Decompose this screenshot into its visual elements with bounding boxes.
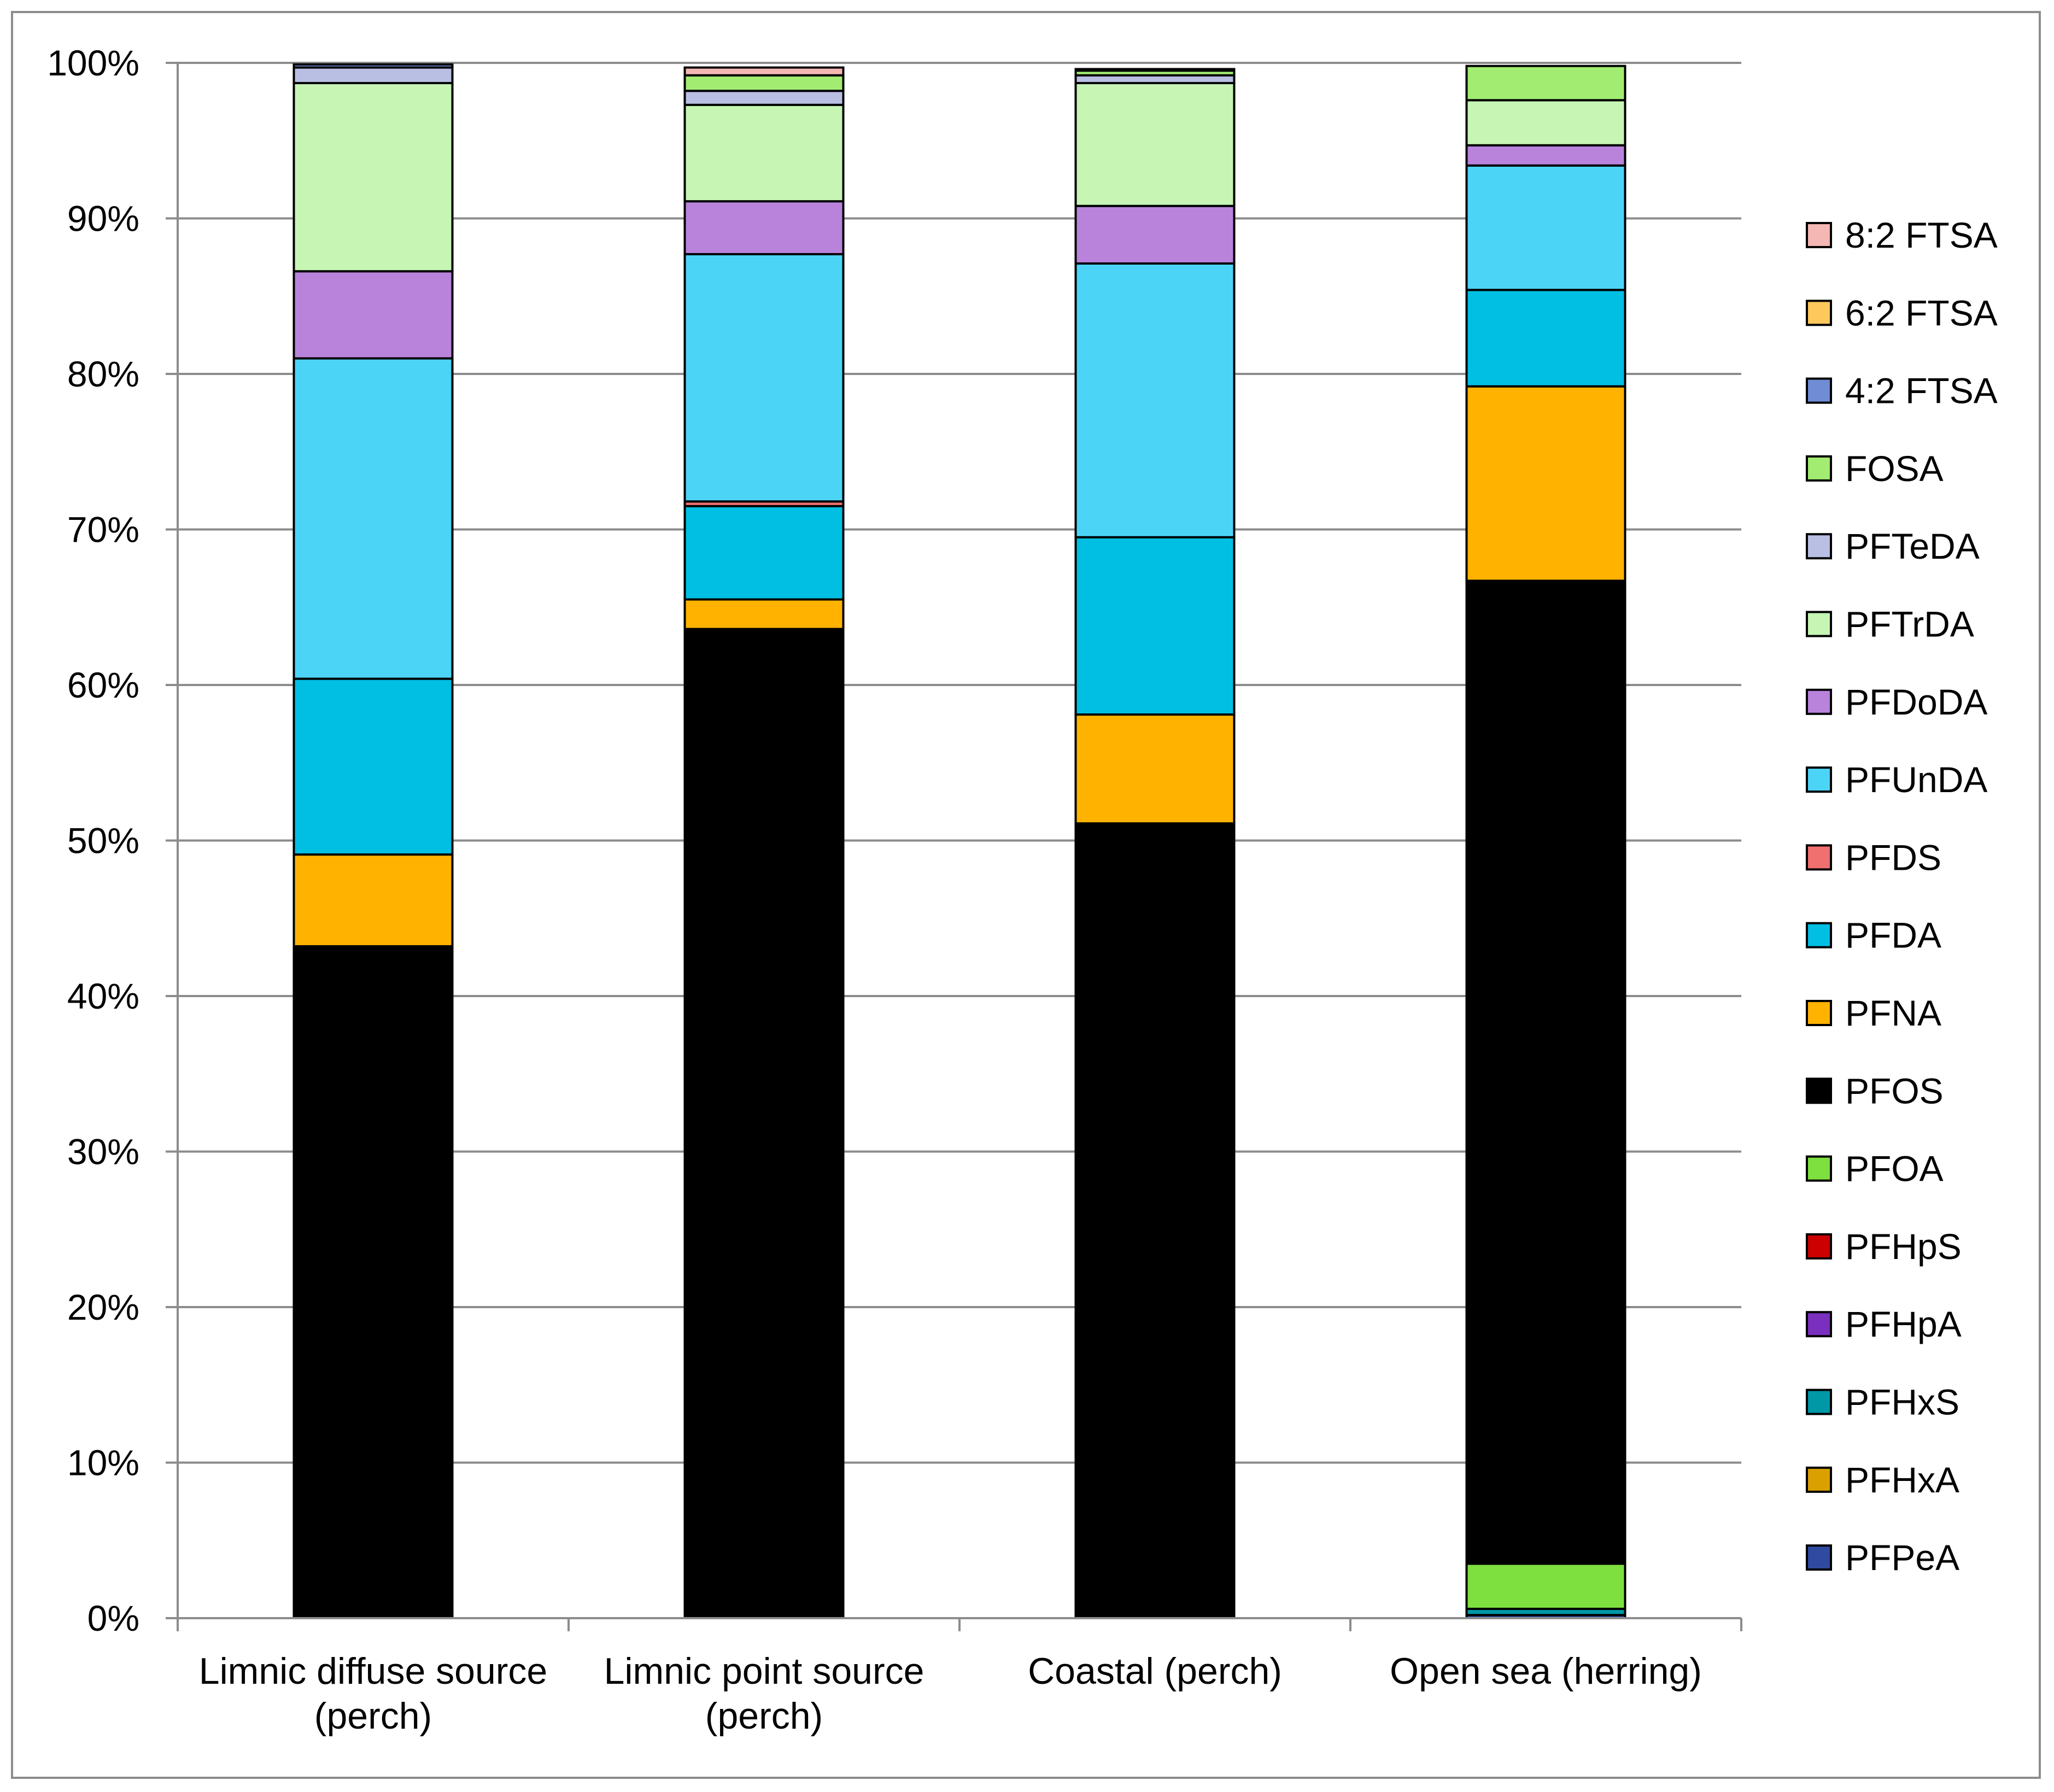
legend-label: 6:2 FTSA [1845,292,1998,333]
bar-segment-pfoa [1465,1562,1626,1610]
bar-segment-fosa [683,74,845,92]
bar-segment-pfos [1465,579,1626,1565]
bar-segment-pfna [683,598,845,630]
x-category-label: (perch) [705,1695,823,1737]
y-tick-label: 30% [67,1132,139,1172]
bar-segment-pfunda [683,253,845,503]
bar-segment-pfunda [292,357,454,680]
bar-segment-fosa [1465,65,1626,102]
bar-segment-pfos [292,945,454,1619]
x-category-label: Open sea (herring) [1390,1650,1702,1692]
bars [292,63,1626,1620]
y-tick-label: 80% [67,354,139,394]
bar-segment-pfos [683,628,845,1619]
legend-swatch [1806,611,1832,637]
legend-swatch [1806,1000,1832,1026]
legend-label: PFNA [1845,993,1941,1033]
legend-label: PFDS [1845,837,1941,877]
y-tick-label: 90% [67,198,139,239]
x-category-label: Limnic diffuse source [199,1650,548,1692]
bar-segment-pfda [292,677,454,856]
legend-swatch [1806,455,1832,482]
bar-segment-pfda [1465,289,1626,388]
bar-segment-pfunda [1465,164,1626,291]
legend-label: PFOS [1845,1070,1944,1111]
y-tick-label: 100% [47,43,139,83]
legend-label: PFOA [1845,1149,1944,1189]
legend-swatch [1806,1311,1832,1338]
bar-segment-pfteda [683,90,845,106]
x-category-label: Limnic point source [604,1650,924,1692]
bar-segment-pfda [1074,536,1236,716]
y-tick-label: 40% [67,976,139,1016]
bar-segment-pfdoda [1074,204,1236,265]
legend-swatch [1806,533,1832,560]
bar-segment-pfdoda [292,270,454,360]
legend-label: PFPeA [1845,1537,1959,1578]
bar-segment-pfunda [1074,262,1236,538]
legend-swatch [1806,766,1832,793]
bar-segment-pftrda [1465,99,1626,147]
legend-swatch [1806,222,1832,248]
bar-segment-pfna [292,853,454,947]
bar-segment-4-2-ftsa [292,63,454,69]
legend-swatch [1806,300,1832,326]
legend-swatch [1806,1466,1832,1493]
legend-label: FOSA [1845,448,1944,489]
y-tick-label: 10% [67,1443,139,1483]
axes: 0% 10% 20% 30% 40% 50% 60% 70% 80% 90% 100% Limnic … [47,43,1742,1737]
legend-label: PFHxS [1845,1382,1959,1422]
legend-swatch [1806,922,1832,948]
legend-swatch [1806,377,1832,404]
legend-swatch [1806,1233,1832,1260]
bar-segment-pfdoda [683,200,845,255]
bar-segment-pfna [1074,713,1236,825]
legend-swatch [1806,1077,1832,1104]
bar-segment-pfteda [292,66,454,84]
bar-segment-8-2-ftsa [683,66,845,77]
y-tick-label: 70% [67,510,139,550]
legend-label: PFDA [1845,915,1941,956]
legend-swatch [1806,844,1832,871]
bar-segment-pfda [683,505,845,601]
bar-segment-pfteda [1074,74,1236,84]
bar-segment-pfos [1074,822,1236,1619]
x-category-label: Coastal (perch) [1028,1650,1282,1692]
legend-label: 8:2 FTSA [1845,215,1998,255]
legend-label: 4:2 FTSA [1845,371,1998,411]
y-tick-label: 50% [67,821,139,861]
legend-label: PFUnDA [1845,759,1987,800]
legend-swatch [1806,1155,1832,1182]
legend: 8:2 FTSA 6:2 FTSA 4:2 FTSA FOSA PFTeDA PFTrDA… [1806,215,1998,1578]
bar-segment-pfna [1465,385,1626,582]
y-tick-label: 60% [67,665,139,705]
bar-segment-pftrda [683,103,845,203]
bar-segment-pftrda [1074,81,1236,207]
legend-label: PFTeDA [1845,526,1980,566]
legend-label: PFHxA [1845,1460,1959,1500]
legend-swatch [1806,1389,1832,1415]
legend-label: PFDoDA [1845,682,1987,722]
x-category-label: (perch) [314,1695,432,1737]
bar-segment-pfdoda [1465,144,1626,167]
legend-swatch [1806,1544,1832,1571]
legend-label: PFHpA [1845,1304,1962,1344]
y-tick-label: 20% [67,1287,139,1327]
legend-label: PFTrDA [1845,604,1974,645]
bar-segment-8-2-ftsa [1074,68,1236,72]
y-tick-label: 0% [87,1598,139,1638]
legend-swatch [1806,688,1832,715]
legend-label: PFHpS [1845,1226,1962,1267]
bar-segment-pftrda [292,81,454,273]
